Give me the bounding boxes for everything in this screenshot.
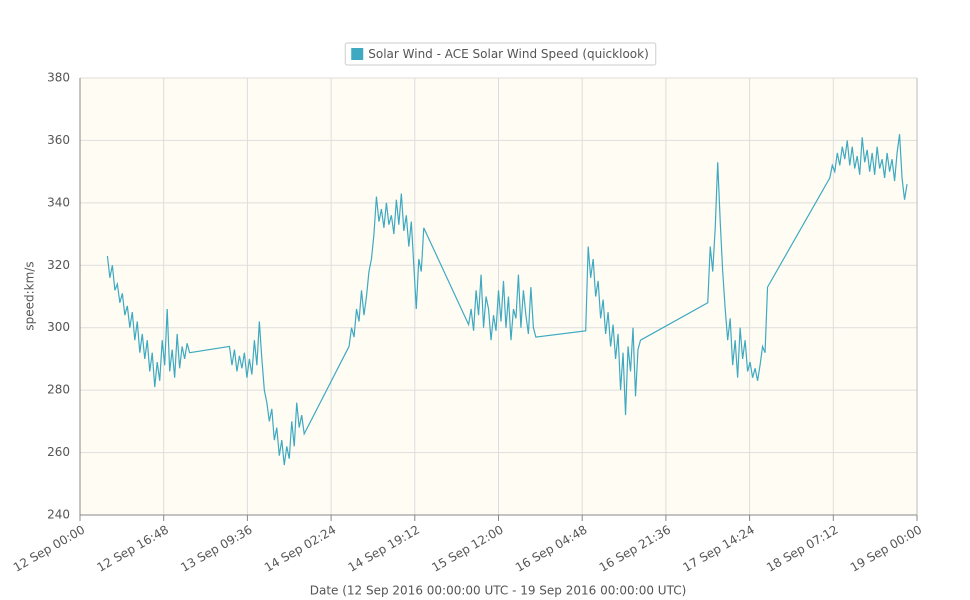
x-tick-label: 16 Sep 21:36	[597, 523, 673, 575]
series-line	[106, 134, 908, 466]
y-tick-label: 340	[47, 195, 70, 209]
y-tick-label: 320	[47, 258, 70, 272]
series	[106, 134, 908, 466]
x-tick-label: 12 Sep 16:48	[95, 523, 171, 575]
y-axis-label: speed:km/s	[23, 261, 37, 330]
y-tick-label: 280	[47, 383, 70, 397]
legend-label: Solar Wind - ACE Solar Wind Speed (quick…	[368, 47, 649, 61]
x-tick-label: 19 Sep 00:00	[848, 523, 924, 575]
y-tick-label: 360	[47, 133, 70, 147]
x-axis-label: Date (12 Sep 2016 00:00:00 UTC - 19 Sep …	[310, 584, 687, 598]
x-tick-label: 13 Sep 09:36	[178, 523, 254, 575]
x-tick-label: 14 Sep 02:24	[262, 523, 338, 575]
x-tick-label: 12 Sep 00:00	[11, 523, 87, 575]
legend-swatch	[351, 48, 364, 60]
y-tick-label: 240	[47, 508, 70, 522]
y-tick-label: 260	[47, 445, 70, 459]
x-tick-label: 18 Sep 07:12	[764, 523, 840, 575]
y-tick-label: 300	[47, 320, 70, 334]
legend: Solar Wind - ACE Solar Wind Speed (quick…	[344, 42, 657, 66]
legend-box	[344, 42, 657, 66]
x-tick-label: 15 Sep 12:00	[429, 523, 505, 575]
x-tick-label: 14 Sep 19:12	[346, 523, 422, 575]
y-tick-label: 380	[47, 71, 70, 85]
x-tick-label: 17 Sep 14:24	[680, 523, 756, 575]
x-tick-label: 16 Sep 04:48	[513, 523, 589, 575]
